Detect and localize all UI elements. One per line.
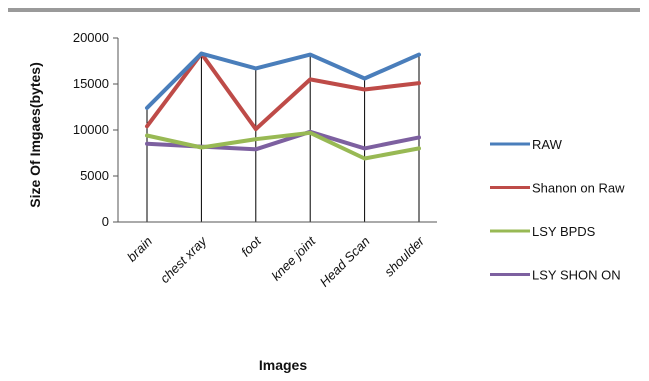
legend-label: LSY BPDS <box>532 224 596 239</box>
x-tick-label: shoulder <box>381 233 427 279</box>
y-tick-label: 10000 <box>73 122 109 137</box>
y-tick-label: 15000 <box>73 76 109 91</box>
y-tick-label: 0 <box>102 214 109 229</box>
y-tick-label: 20000 <box>73 30 109 45</box>
y-axis-title: Size Of Imgaes(bytes) <box>27 62 43 208</box>
axes <box>113 37 437 223</box>
series-line <box>145 51 421 110</box>
legend-label: RAW <box>532 137 563 152</box>
legend: RAW Shanon on Raw LSY BPDS LSY SHON ON <box>490 137 625 283</box>
legend-label: LSY SHON ON <box>532 268 621 283</box>
x-axis-title: Images <box>259 357 307 373</box>
x-tick-label: Head Scan <box>317 234 373 290</box>
y-tick-labels: 0 5000 10000 15000 20000 <box>73 30 109 229</box>
y-tick-label: 5000 <box>80 168 109 183</box>
x-tick-label: foot <box>238 233 265 260</box>
series-line <box>145 130 421 161</box>
series-line <box>145 51 421 132</box>
x-tick-label: chest xray <box>157 232 211 286</box>
top-border-rule <box>8 8 640 12</box>
x-tick-label: brain <box>124 234 155 265</box>
legend-label: Shanon on Raw <box>532 181 625 196</box>
x-tick-label: knee joint <box>268 233 319 284</box>
series-layer <box>145 51 421 161</box>
